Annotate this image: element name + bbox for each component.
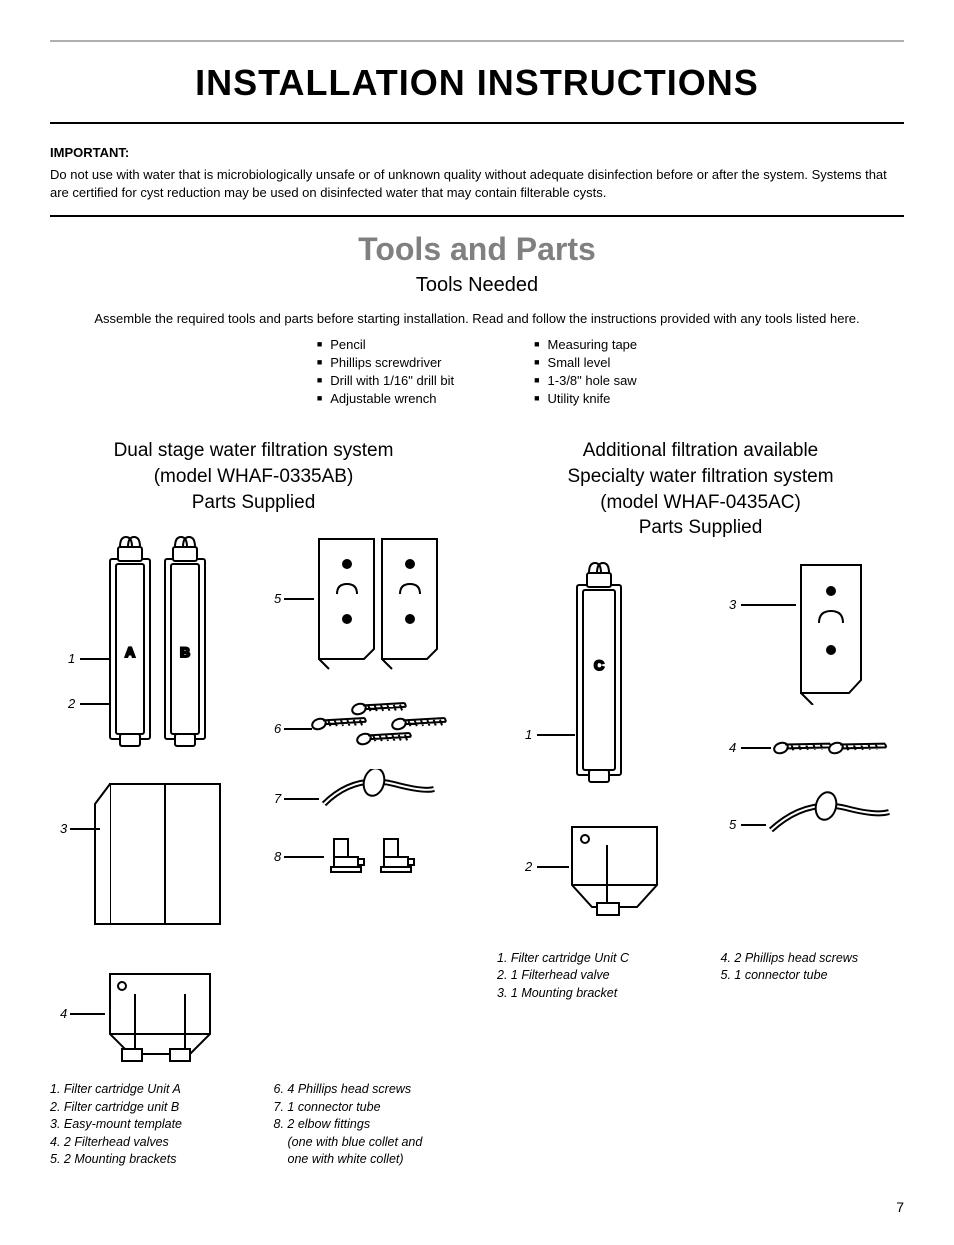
important-label: IMPORTANT: <box>50 144 904 162</box>
callout-4r: 4 <box>729 740 736 755</box>
right-system: Additional filtration available Specialt… <box>497 438 904 1168</box>
brackets-double-icon: 5 <box>264 529 454 679</box>
callout-2r: 2 <box>524 859 533 874</box>
callout-6: 6 <box>274 721 282 736</box>
legend-item: 3. 1 Mounting bracket <box>497 985 681 1003</box>
legend-item: 1. Filter cartridge Unit A <box>50 1081 234 1099</box>
right-legend-col2: 4. 2 Phillips head screws 5. 1 connector… <box>721 950 905 1003</box>
callout-5r: 5 <box>729 817 737 832</box>
legend-item: 4. 2 Filterhead valves <box>50 1134 234 1152</box>
left-legend-col2: 6. 4 Phillips head screws 7. 1 connector… <box>274 1081 458 1169</box>
label-C: C <box>594 657 604 673</box>
legend-item: 4. 2 Phillips head screws <box>721 950 905 968</box>
filter-c-icon: C 1 <box>497 555 687 795</box>
legend-item: 5. 2 Mounting brackets <box>50 1151 234 1169</box>
callout-8: 8 <box>274 849 282 864</box>
screws-4-icon: 6 <box>264 684 454 764</box>
top-rule <box>50 40 904 42</box>
callout-2: 2 <box>67 696 76 711</box>
legend-item: 7. 1 connector tube <box>274 1099 458 1117</box>
callout-3: 3 <box>60 821 68 836</box>
tool-item: Small level <box>534 354 637 372</box>
tools-columns: Pencil Phillips screwdriver Drill with 1… <box>50 336 904 409</box>
section-rule <box>50 215 904 217</box>
callout-7: 7 <box>274 791 282 806</box>
section-intro: Assemble the required tools and parts be… <box>50 311 904 326</box>
left-legend: 1. Filter cartridge Unit A 2. Filter car… <box>50 1081 457 1169</box>
important-block: IMPORTANT: Do not use with water that is… <box>50 144 904 203</box>
heading-line: (model WHAF-0435AC) <box>600 492 801 513</box>
tool-item: 1-3/8" hole saw <box>534 372 637 390</box>
legend-item: 6. 4 Phillips head screws <box>274 1081 458 1099</box>
filterhead-single-icon: 2 <box>497 815 687 925</box>
right-system-heading: Additional filtration available Specialt… <box>497 438 904 541</box>
legend-item: 1. Filter cartridge Unit C <box>497 950 681 968</box>
callout-3r: 3 <box>729 597 737 612</box>
section-subtitle: Tools Needed <box>50 274 904 297</box>
heading-line: (model WHAF-0335AB) <box>154 466 354 487</box>
callout-1: 1 <box>68 651 75 666</box>
left-system: Dual stage water filtration system (mode… <box>50 438 457 1168</box>
tool-item: Pencil <box>317 336 454 354</box>
legend-item: 5. 1 connector tube <box>721 967 905 985</box>
important-text: Do not use with water that is microbiolo… <box>50 167 887 200</box>
legend-item: 2. 1 Filterhead valve <box>497 967 681 985</box>
right-diagram: C 1 2 <box>497 555 904 925</box>
systems-row: Dual stage water filtration system (mode… <box>50 438 904 1168</box>
right-legend: 1. Filter cartridge Unit C 2. 1 Filterhe… <box>497 950 904 1003</box>
main-title: INSTALLATION INSTRUCTIONS <box>50 62 904 104</box>
legend-sub: (one with blue collet and <box>274 1134 458 1152</box>
filters-ab-icon: A B <box>50 529 240 759</box>
bracket-single-icon: 3 <box>711 555 901 705</box>
right-legend-col1: 1. Filter cartridge Unit C 2. 1 Filterhe… <box>497 950 681 1003</box>
label-B: B <box>180 644 190 660</box>
screws-2-icon: 4 <box>711 720 901 775</box>
template-icon: 3 <box>50 769 240 939</box>
filterhead-double-icon: 4 <box>50 959 240 1069</box>
connector-tube2-icon: 5 <box>711 790 901 850</box>
left-diagram: A B <box>50 529 457 1069</box>
callout-4: 4 <box>60 1006 67 1021</box>
legend-item: 3. Easy-mount template <box>50 1116 234 1134</box>
tools-right: Measuring tape Small level 1-3/8" hole s… <box>534 336 637 409</box>
left-system-heading: Dual stage water filtration system (mode… <box>50 438 457 515</box>
label-A: A <box>125 644 135 660</box>
legend-item: 8. 2 elbow fittings <box>274 1116 458 1134</box>
legend-item: 2. Filter cartridge unit B <box>50 1099 234 1117</box>
tool-item: Drill with 1/16" drill bit <box>317 372 454 390</box>
page-number: 7 <box>50 1199 904 1215</box>
legend-sub: one with white collet) <box>274 1151 458 1169</box>
heading-line: Parts Supplied <box>192 492 316 513</box>
tools-left: Pencil Phillips screwdriver Drill with 1… <box>317 336 454 409</box>
heading-line: Parts Supplied <box>639 517 763 538</box>
tool-item: Adjustable wrench <box>317 390 454 408</box>
tool-item: Measuring tape <box>534 336 637 354</box>
section-title: Tools and Parts <box>50 231 904 268</box>
heading-line: Specialty water filtration system <box>567 466 833 487</box>
elbow-fittings-icon: 8 <box>264 829 454 884</box>
callout-5: 5 <box>274 591 282 606</box>
tool-item: Utility knife <box>534 390 637 408</box>
callout-1r: 1 <box>525 727 532 742</box>
heading-line: Additional filtration available <box>583 440 819 461</box>
heading-line: Dual stage water filtration system <box>114 440 394 461</box>
left-legend-col1: 1. Filter cartridge Unit A 2. Filter car… <box>50 1081 234 1169</box>
tool-item: Phillips screwdriver <box>317 354 454 372</box>
title-rule <box>50 122 904 124</box>
connector-tube-icon: 7 <box>264 769 454 824</box>
